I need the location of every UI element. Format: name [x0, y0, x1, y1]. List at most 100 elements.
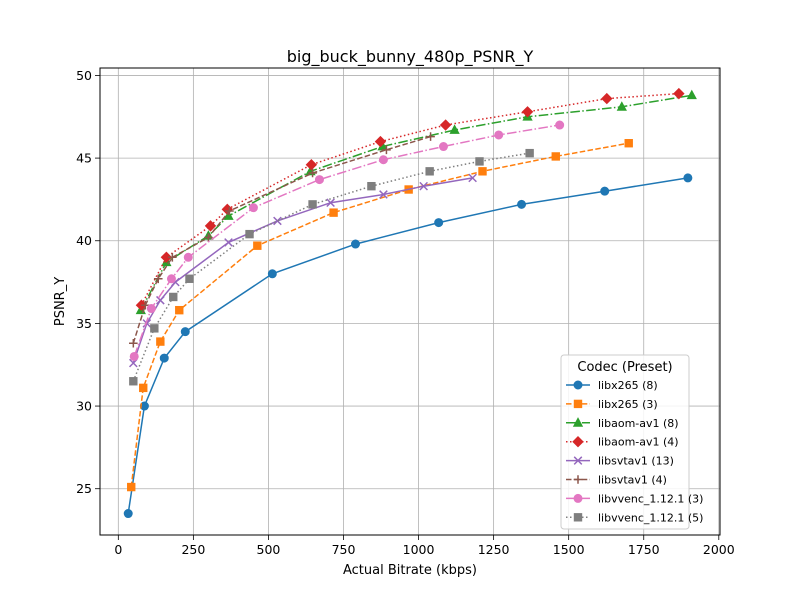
- legend-marker: [573, 513, 583, 522]
- data-point: [616, 101, 627, 111]
- data-point: [168, 252, 177, 262]
- data-point: [326, 198, 335, 208]
- legend-entry: libaom-av1 (8): [566, 417, 679, 430]
- series-line: [133, 124, 560, 357]
- legend-label: libx265 (8): [598, 379, 658, 392]
- data-point: [223, 210, 234, 220]
- legend-marker: [573, 399, 583, 409]
- data-point: [624, 139, 633, 148]
- data-series: [123, 87, 697, 519]
- data-point: [180, 327, 190, 337]
- data-point: [123, 509, 133, 519]
- legend-label: libx265 (3): [598, 398, 658, 411]
- legend-marker: [572, 435, 584, 448]
- data-point: [153, 274, 163, 284]
- y-tick-label: 45: [76, 151, 92, 166]
- data-point: [551, 152, 560, 161]
- series-libvvenc-1-12-1-5: [129, 148, 534, 386]
- legend-box: [560, 354, 690, 530]
- data-point: [382, 145, 391, 155]
- data-point: [141, 300, 150, 310]
- data-point: [267, 269, 277, 279]
- data-point: [525, 148, 534, 158]
- legend-marker: [572, 417, 584, 427]
- legend-entry: libsvtav1 (13): [566, 455, 674, 468]
- data-point: [166, 274, 176, 284]
- x-tick-label: 0: [114, 542, 122, 557]
- x-tick-label: 1250: [478, 542, 510, 557]
- data-point: [686, 89, 697, 100]
- legend-label: libsvtav1 (13): [598, 455, 674, 468]
- data-point: [439, 119, 452, 131]
- data-point: [438, 142, 448, 152]
- data-point: [150, 324, 159, 333]
- series-libx265-8: [123, 173, 693, 519]
- data-point: [449, 124, 460, 134]
- y-tick-label: 40: [76, 233, 92, 248]
- data-point: [521, 106, 534, 118]
- data-point: [683, 173, 693, 183]
- data-point: [379, 190, 388, 199]
- series-line: [127, 177, 689, 514]
- legend-entry: libvvenc_1.12.1 (5): [566, 511, 703, 524]
- data-point: [273, 216, 282, 226]
- plot-frame: [99, 67, 721, 536]
- data-point: [305, 158, 318, 171]
- data-point: [314, 175, 324, 185]
- chart-title: big_buck_bunny_480p_PSNR_Y: [287, 47, 534, 67]
- data-point: [374, 135, 387, 148]
- data-point: [478, 167, 487, 176]
- legend-marker: [573, 380, 583, 390]
- data-point: [329, 208, 338, 217]
- series-line: [130, 142, 629, 488]
- data-point: [129, 377, 138, 386]
- data-point: [308, 200, 317, 209]
- legend-marker: [573, 456, 583, 465]
- data-point: [600, 186, 610, 196]
- data-point: [245, 229, 254, 239]
- data-point: [434, 218, 444, 228]
- data-point: [175, 305, 184, 315]
- data-point: [204, 233, 213, 242]
- legend-marker: [573, 475, 583, 484]
- x-tick-label: 1000: [403, 542, 435, 557]
- data-point: [185, 274, 194, 283]
- data-point: [367, 181, 376, 191]
- series-line: [140, 92, 679, 306]
- data-point: [156, 337, 165, 346]
- data-point: [139, 383, 148, 393]
- data-point: [159, 353, 169, 363]
- x-axis-label: Actual Bitrate (kbps): [343, 563, 477, 578]
- legend-entries: libx265 (8) libx265 (3) libaom-av1 (8) liba…: [566, 379, 703, 524]
- data-point: [351, 239, 361, 249]
- axis-ticks: 0 250 500 750 1000 1250 1500 1750 2000 25 30 35 40 45…: [76, 68, 735, 557]
- series-libsvtav1-4: [129, 132, 435, 348]
- legend-entry: libx265 (8): [566, 379, 658, 392]
- x-tick-label: 2000: [703, 542, 735, 557]
- data-point: [160, 251, 173, 263]
- data-point: [146, 304, 156, 314]
- series-libvvenc-1-12-1-3: [129, 120, 565, 361]
- data-point: [156, 295, 165, 305]
- data-point: [248, 203, 258, 213]
- series-libx265-3: [127, 139, 633, 492]
- legend: Codec (Preset) libx265 (8)libx265 (3)lib…: [560, 354, 703, 530]
- x-tick-label: 750: [332, 542, 356, 557]
- data-point: [494, 130, 504, 140]
- legend-marker: [573, 493, 583, 503]
- legend-label: libsvtav1 (4): [598, 474, 667, 487]
- data-point: [224, 238, 233, 247]
- data-point: [475, 157, 484, 166]
- data-point: [183, 252, 193, 262]
- x-tick-label: 500: [257, 542, 281, 557]
- legend-entry: libvvenc_1.12.1 (3): [566, 492, 703, 505]
- data-point: [253, 241, 262, 250]
- x-tick-label: 1500: [553, 542, 585, 557]
- data-point: [517, 199, 527, 209]
- y-tick-label: 30: [76, 399, 92, 414]
- y-tick-label: 50: [76, 68, 92, 83]
- data-point: [225, 206, 234, 216]
- data-point: [601, 92, 613, 105]
- data-point: [204, 220, 217, 232]
- series-line: [140, 94, 692, 311]
